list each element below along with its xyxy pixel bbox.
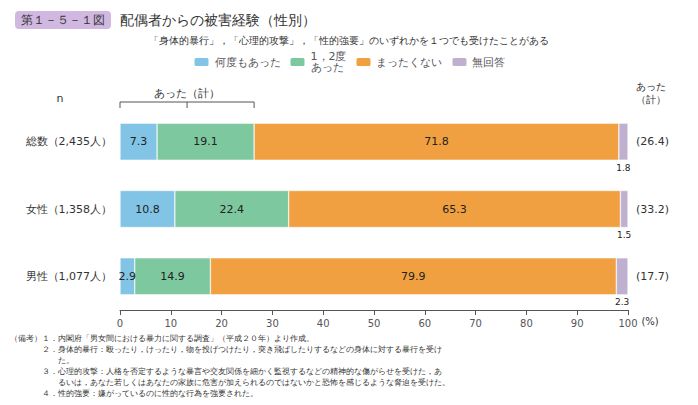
svg-text:50: 50 xyxy=(368,318,381,329)
svg-text:14.9: 14.9 xyxy=(160,270,185,283)
svg-text:配偶者からの被害経験（性別）: 配偶者からの被害経験（性別） xyxy=(111,12,316,28)
svg-text:あった（計）: あった（計） xyxy=(154,87,220,100)
svg-text:40: 40 xyxy=(317,318,330,329)
svg-text:70: 70 xyxy=(469,318,482,329)
svg-text:た。: た。 xyxy=(10,356,74,365)
svg-text:(%): (%) xyxy=(641,316,658,327)
svg-text:80: 80 xyxy=(520,318,533,329)
svg-text:79.9: 79.9 xyxy=(401,270,426,283)
svg-text:（計）: （計） xyxy=(636,94,666,105)
svg-text:90: 90 xyxy=(571,318,584,329)
svg-text:男性（1,077人）: 男性（1,077人） xyxy=(26,270,113,283)
svg-text:2.3: 2.3 xyxy=(615,297,629,307)
svg-text:(33.2): (33.2) xyxy=(636,203,669,216)
svg-text:65.3: 65.3 xyxy=(442,203,467,216)
svg-text:0: 0 xyxy=(117,318,123,329)
svg-text:1.8: 1.8 xyxy=(616,163,631,173)
svg-text:３．心理的攻撃：人格を否定するような暴言や交友関係を細かく監: ３．心理的攻撃：人格を否定するような暴言や交友関係を細かく監視するなどの精神的な… xyxy=(10,367,442,376)
svg-text:n: n xyxy=(57,92,64,105)
svg-text:100: 100 xyxy=(618,318,637,329)
svg-text:(26.4): (26.4) xyxy=(636,135,669,148)
svg-text:「身体的暴行」，「心理的攻撃」，「性的強要」のいずれかを１つ: 「身体的暴行」，「心理的攻撃」，「性的強要」のいずれかを１つでも受けたことがある xyxy=(149,35,549,47)
svg-text:女性（1,358人）: 女性（1,358人） xyxy=(26,203,113,216)
svg-text:あった: あった xyxy=(311,61,344,74)
svg-text:第１－５－１図: 第１－５－１図 xyxy=(21,13,105,27)
svg-text:無回答: 無回答 xyxy=(472,56,505,69)
svg-text:1.5: 1.5 xyxy=(617,230,631,240)
svg-text:71.8: 71.8 xyxy=(424,135,449,148)
svg-text:1，2度: 1，2度 xyxy=(310,50,347,63)
svg-text:何度もあった: 何度もあった xyxy=(215,56,281,69)
svg-text:（備考）１．内閣府「男女間における暴力に関する調査」（平成２: （備考）１．内閣府「男女間における暴力に関する調査」（平成２０年）より作成。 xyxy=(10,334,314,343)
svg-text:19.1: 19.1 xyxy=(193,135,218,148)
svg-text:るいは，あなた若しくはあなたの家族に危害が加えられるのではな: るいは，あなた若しくはあなたの家族に危害が加えられるのではないかと恐怖を感じるよ… xyxy=(10,378,450,387)
svg-text:10.8: 10.8 xyxy=(135,203,160,216)
svg-text:まったくない: まったくない xyxy=(376,56,442,69)
svg-text:2.9: 2.9 xyxy=(119,270,137,283)
svg-text:(17.7): (17.7) xyxy=(636,270,669,283)
svg-text:20: 20 xyxy=(215,318,228,329)
svg-text:総数（2,435人）: 総数（2,435人） xyxy=(25,135,113,148)
svg-text:２．身体的暴行：殴ったり，けったり，物を投げつけたり，突き飛: ２．身体的暴行：殴ったり，けったり，物を投げつけたり，突き飛ばしたりするなどの身… xyxy=(10,345,442,354)
svg-text:30: 30 xyxy=(266,318,279,329)
svg-text:7.3: 7.3 xyxy=(130,135,148,148)
svg-text:10: 10 xyxy=(164,318,177,329)
svg-text:22.4: 22.4 xyxy=(220,203,245,216)
svg-text:60: 60 xyxy=(418,318,431,329)
svg-text:あった: あった xyxy=(636,81,666,92)
svg-text:４．性的強要：嫌がっているのに性的な行為を強要された。: ４．性的強要：嫌がっているのに性的な行為を強要された。 xyxy=(10,389,258,398)
